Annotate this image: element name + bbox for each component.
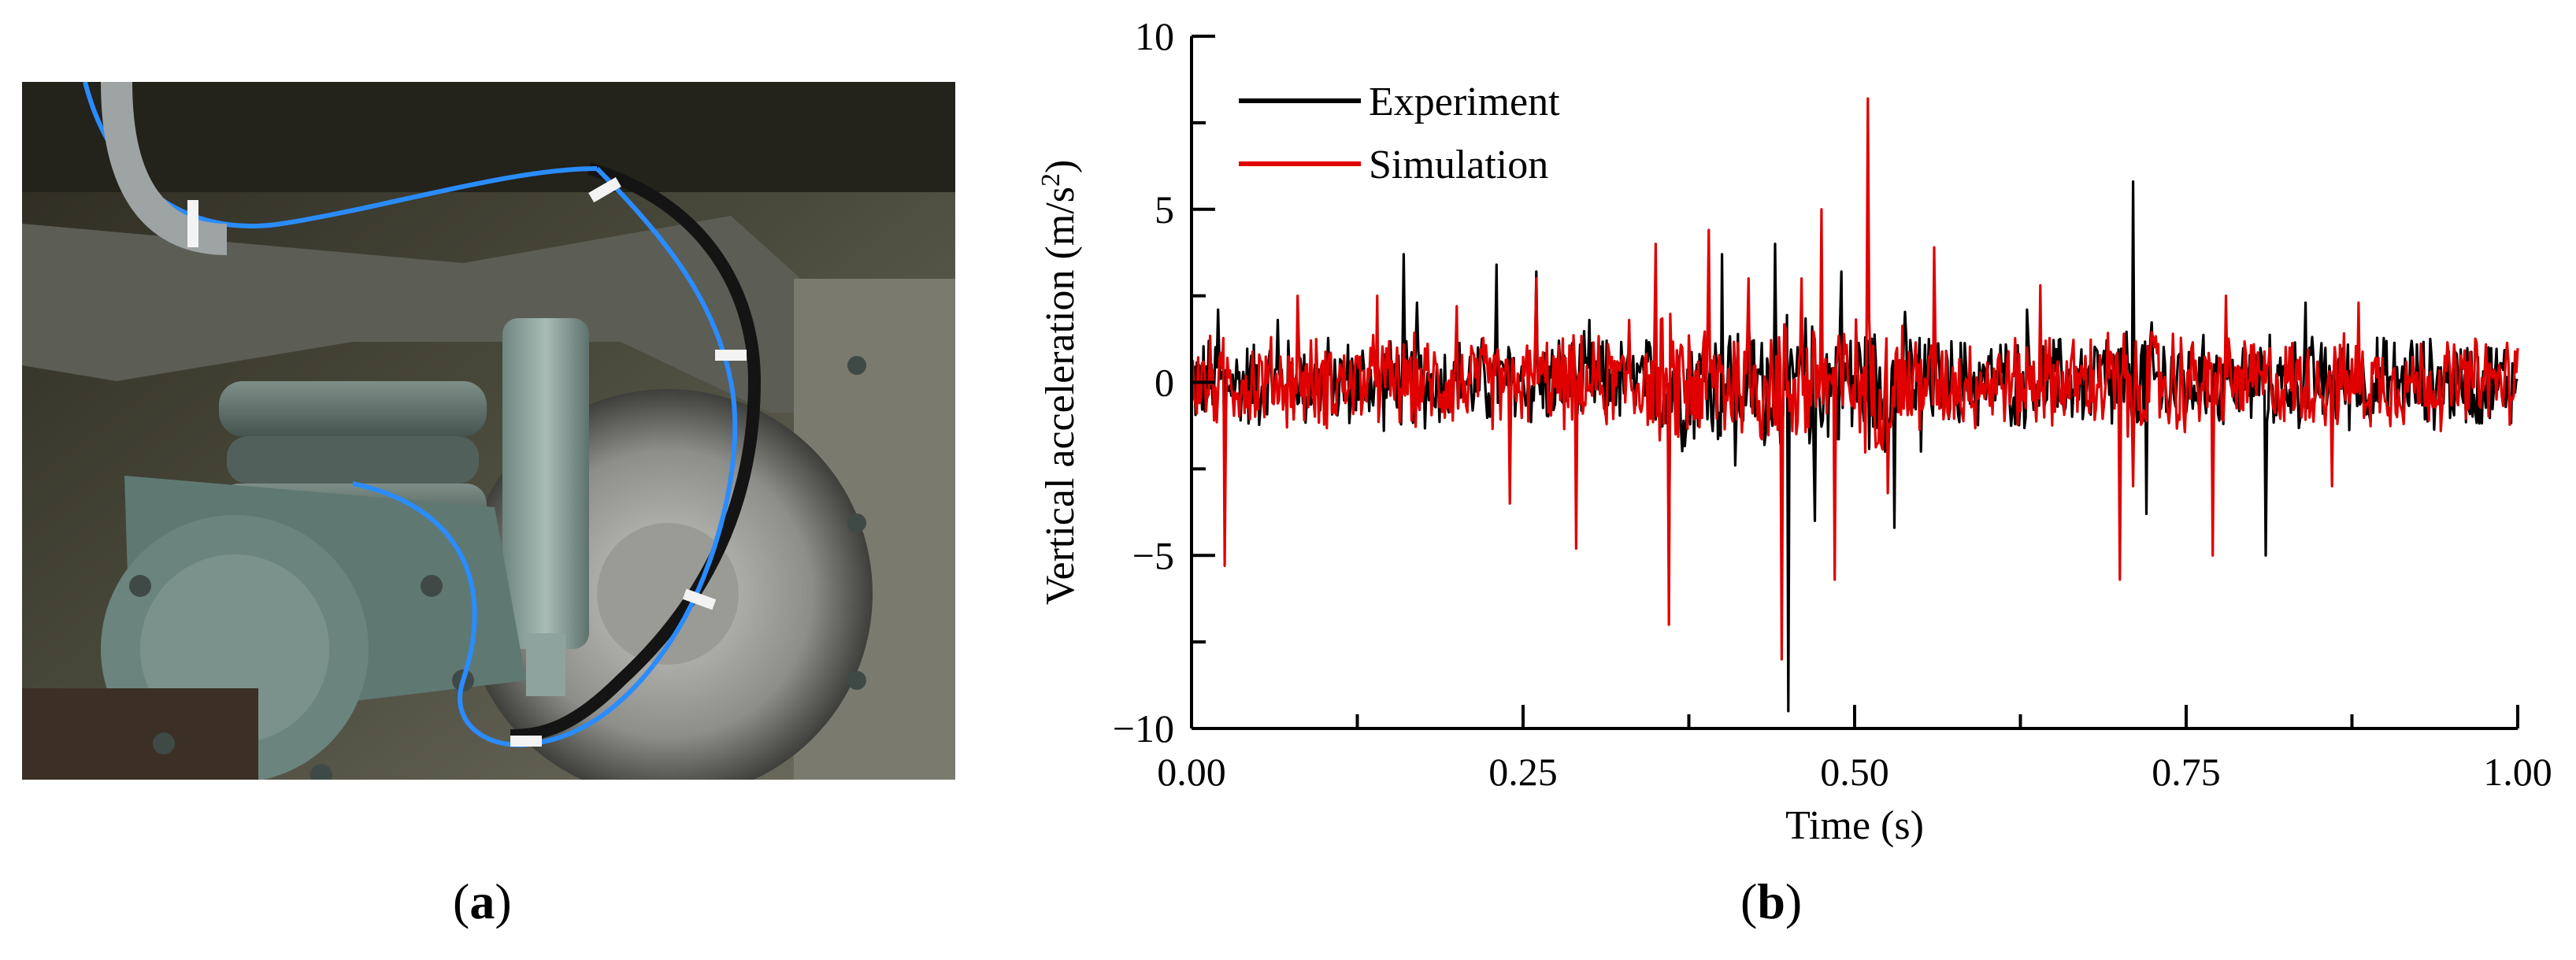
x-tick-label: 0.50: [1820, 750, 1889, 794]
cable-ties: [187, 176, 747, 747]
series-line-simulation: [1190, 97, 2519, 661]
panel-b-letter: b: [1757, 873, 1785, 929]
black-conduit-cable: [510, 162, 762, 742]
panel-a-close: ): [495, 873, 512, 929]
legend-label-simulation: Simulation: [1369, 143, 1548, 187]
bolt-heads: [129, 356, 866, 780]
y-tick-label: 10: [1135, 14, 1174, 58]
x-tick-label: 1.00: [2483, 750, 2552, 794]
brake-disk-hub: [597, 523, 739, 665]
damper-body: [502, 318, 589, 649]
series-line-experiment: [1190, 180, 2519, 713]
y-axis-title-sup: 2: [1036, 173, 1066, 187]
y-axis-title-main: Vertical acceleration (m/s: [1038, 187, 1083, 605]
x-axis-title: Time (s): [1785, 803, 1924, 848]
panel-label-a: (a): [453, 873, 512, 931]
rail: [22, 688, 258, 780]
axes-layer: −10 −5 0 5 10 0.00 0.25 0.50 0.75 1.00: [1113, 14, 2552, 794]
panel-a-letter: a: [469, 873, 495, 929]
photo-top-frame: [22, 82, 955, 192]
y-tick-label: −5: [1132, 533, 1174, 577]
x-tick-label: 0.25: [1488, 750, 1558, 794]
x-tick-label: 0.75: [2152, 750, 2221, 794]
coil-spring-top: [219, 381, 487, 436]
panel-b-open: (: [1740, 873, 1758, 929]
y-axis-title-end: ): [1038, 160, 1083, 173]
acceleration-chart: −10 −5 0 5 10 0.00 0.25 0.50 0.75 1.00 Experiment…: [1036, 14, 2552, 848]
blue-sensor-cable-bottom: [352, 481, 535, 747]
y-tick-label: 0: [1155, 361, 1174, 405]
legend-label-experiment: Experiment: [1369, 80, 1560, 124]
y-tick-label: 5: [1155, 187, 1174, 232]
y-axis-title: Vertical acceleration (m/s2): [1036, 160, 1084, 606]
panel-b-close: ): [1785, 873, 1803, 929]
y-tick-label: −10: [1113, 706, 1174, 751]
chart-legend: Experiment Simulation: [1239, 80, 1560, 187]
blue-sensor-cable-side: [533, 166, 738, 746]
grey-hose: [101, 82, 228, 255]
bogie-photo: [22, 82, 955, 780]
coil-spring-mid: [227, 436, 479, 484]
damper-rod: [526, 633, 565, 696]
panel-a-open: (: [453, 873, 470, 929]
series-layer: [1190, 97, 2519, 713]
x-tick-label: 0.00: [1157, 750, 1226, 794]
panel-label-b: (b): [1740, 873, 1802, 931]
